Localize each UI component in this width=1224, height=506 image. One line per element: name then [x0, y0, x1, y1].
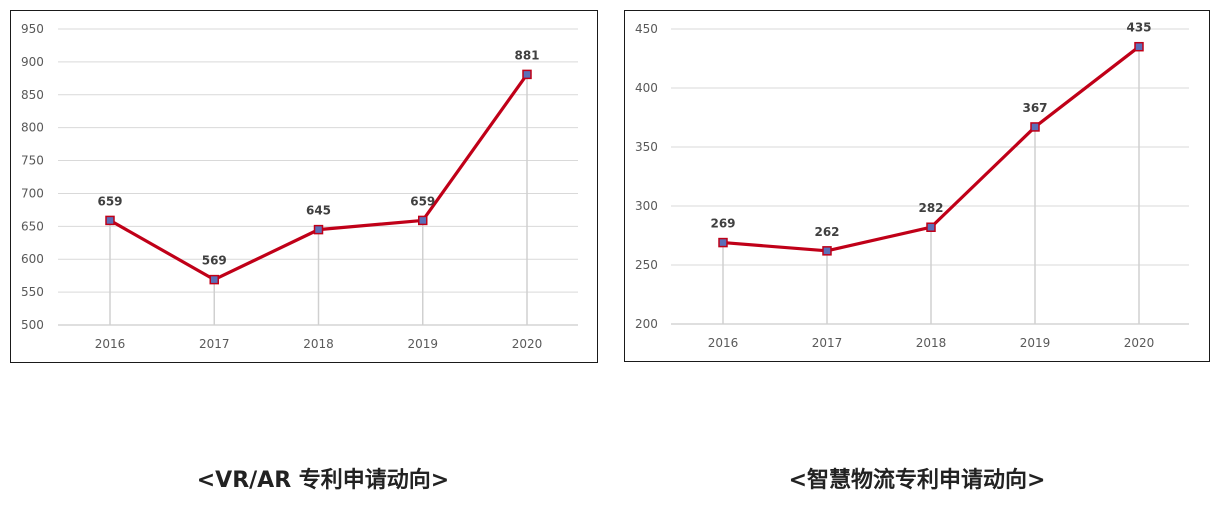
- x-tick-label: 2019: [1020, 336, 1051, 350]
- y-tick-label: 750: [21, 154, 44, 168]
- data-point-marker: [1134, 41, 1144, 52]
- chart-vr-ar: 500 550 600 650 700 750 800 850 900 950 2016 2017 20…: [10, 10, 598, 363]
- y-tick-label: 800: [21, 121, 44, 135]
- chart-smart-logistics: 200 250 300 350 400 450 2016 2017 2018 2019 2020 26…: [624, 10, 1210, 362]
- data-label: 262: [814, 225, 839, 239]
- data-point-marker: [522, 69, 532, 80]
- y-tick-label: 600: [21, 252, 44, 266]
- series-line: [721, 45, 1141, 253]
- data-label: 282: [918, 201, 943, 215]
- data-label: 569: [202, 254, 227, 268]
- data-point-marker: [718, 237, 728, 248]
- x-tick-label: 2017: [199, 337, 230, 351]
- data-label: 645: [306, 204, 331, 218]
- data-point-marker: [313, 224, 324, 235]
- x-tick-label: 2016: [95, 337, 126, 351]
- y-tick-label: 900: [21, 55, 44, 69]
- x-tick-label: 2018: [916, 336, 947, 350]
- chart-caption-vr-ar: <VR/AR 专利申请动向>: [196, 468, 450, 493]
- x-tick-label: 2019: [407, 337, 438, 351]
- data-point-marker: [1030, 122, 1040, 132]
- y-tick-label: 200: [635, 317, 658, 331]
- chart-caption-smart-logistics: <智慧物流专利申请动向>: [788, 468, 1046, 493]
- x-tick-label: 2016: [708, 336, 739, 350]
- y-tick-label: 250: [635, 258, 658, 272]
- chart-smart-logistics-plot: 200 250 300 350 400 450 2016 2017 2018 2019 2020 26…: [635, 21, 1189, 350]
- data-label: 881: [514, 48, 539, 62]
- x-tick-label: 2020: [1124, 336, 1155, 350]
- y-tick-label: 550: [21, 285, 44, 299]
- data-point-marker: [926, 222, 936, 232]
- y-tick-label: 400: [635, 81, 658, 95]
- y-tick-label: 450: [635, 22, 658, 36]
- y-tick-label: 300: [635, 199, 658, 213]
- data-point-marker: [822, 246, 832, 256]
- chart-vr-ar-plot: 500 550 600 650 700 750 800 850 900 950 2016 2017 20…: [21, 22, 578, 351]
- y-tick-label: 500: [21, 318, 44, 332]
- data-label: 659: [410, 194, 435, 208]
- y-tick-label: 850: [21, 88, 44, 102]
- data-label: 367: [1022, 101, 1047, 115]
- y-tick-label: 950: [21, 22, 44, 36]
- data-point-marker: [209, 274, 219, 285]
- x-tick-label: 2018: [303, 337, 334, 351]
- data-point-marker: [418, 215, 428, 226]
- data-label: 659: [97, 194, 122, 208]
- data-label: 269: [710, 217, 735, 231]
- x-tick-label: 2017: [812, 336, 843, 350]
- data-point-marker: [105, 215, 115, 226]
- y-tick-label: 700: [21, 186, 44, 200]
- y-tick-label: 650: [21, 219, 44, 233]
- y-tick-label: 350: [635, 140, 658, 154]
- x-tick-label: 2020: [512, 337, 543, 351]
- data-label: 435: [1126, 21, 1151, 35]
